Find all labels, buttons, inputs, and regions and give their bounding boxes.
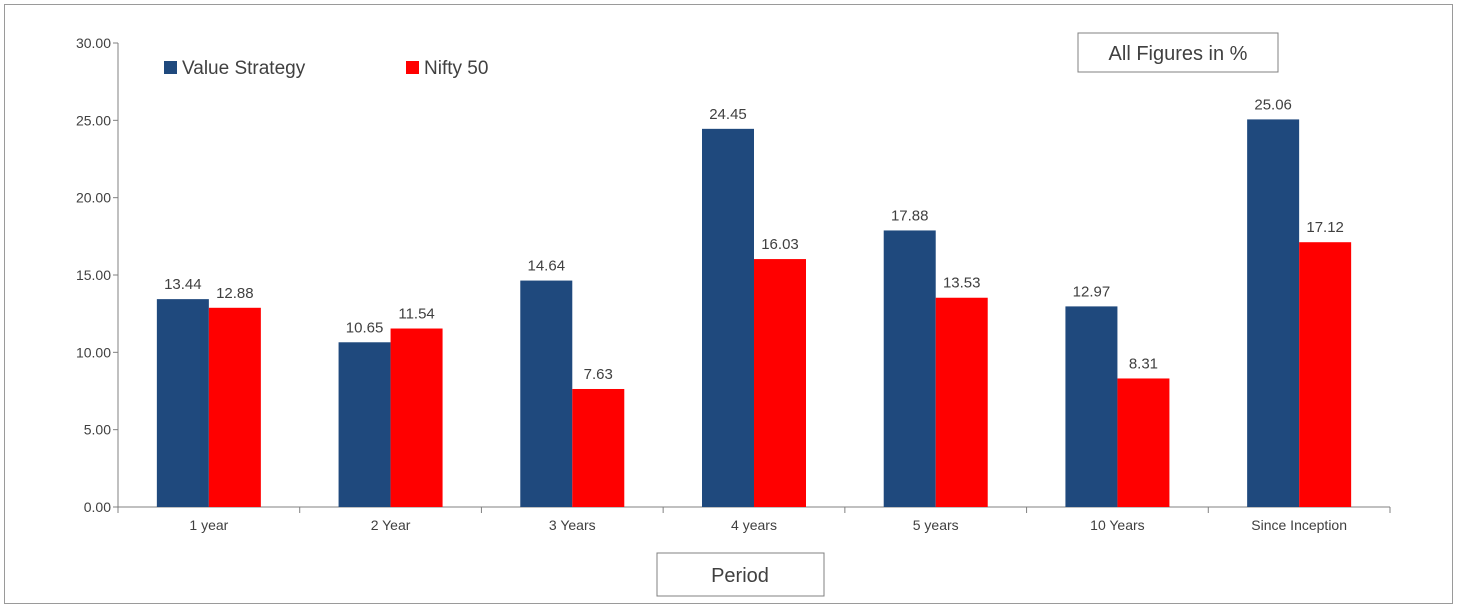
data-label-nifty-50: 12.88 — [216, 285, 254, 302]
x-tick-label: 3 Years — [549, 517, 596, 533]
y-tick-label: 0.00 — [84, 499, 111, 515]
y-tick-label: 25.00 — [76, 112, 111, 128]
bar-nifty-50 — [208, 307, 261, 507]
data-label-nifty-50: 16.03 — [761, 236, 799, 253]
annotation-border — [1077, 32, 1279, 73]
x-tick-label: Since Inception — [1251, 517, 1347, 533]
y-tick-label: 20.00 — [76, 190, 111, 206]
data-label-nifty-50: 17.12 — [1306, 219, 1344, 236]
annotation-text: All Figures in % — [1109, 43, 1248, 65]
x-tick-label: 2 Year — [371, 517, 411, 533]
data-label-value-strategy: 25.06 — [1254, 96, 1292, 113]
data-label-nifty-50: 8.31 — [1129, 355, 1158, 372]
x-tick-label: 4 years — [731, 517, 777, 533]
bar-nifty-50 — [935, 297, 988, 507]
data-label-nifty-50: 7.63 — [584, 366, 613, 383]
data-label-value-strategy: 10.65 — [346, 319, 384, 336]
data-label-value-strategy: 13.44 — [164, 276, 202, 293]
data-label-nifty-50: 11.54 — [398, 306, 434, 323]
legend-label-nifty-50: Nifty 50 — [424, 58, 488, 79]
bar-value-strategy — [520, 280, 573, 507]
x-tick-label: 1 year — [189, 517, 228, 533]
x-axis-title: Period — [711, 565, 769, 587]
data-label-value-strategy: 17.88 — [891, 207, 929, 224]
data-label-nifty-50: 13.53 — [943, 275, 981, 292]
data-labels-group: 13.44 12.88 10.65 11.54 14.64 7.63 24.45 16.03 1… — [164, 96, 1344, 383]
bar-value-strategy — [338, 342, 391, 507]
x-tick-label: 5 years — [913, 517, 959, 533]
bar-value-strategy — [883, 230, 936, 507]
bar-nifty-50 — [390, 328, 443, 507]
legend-label-value-strategy: Value Strategy — [182, 58, 306, 79]
x-tick-label: 10 Years — [1090, 517, 1145, 533]
x-axis: 1 year 2 Year 3 Years 4 years 5 years 10 Year… — [117, 506, 1391, 533]
bar-nifty-50 — [754, 259, 806, 507]
bar-nifty-50 — [1299, 242, 1352, 507]
legend-swatch-value-strategy — [164, 61, 177, 74]
y-axis: 0.00 5.00 10.00 15.00 20.00 25.00 30.00 — [76, 35, 119, 515]
bar-nifty-50 — [572, 388, 625, 507]
legend: Value Strategy Nifty 50 — [164, 58, 488, 79]
bar-value-strategy — [1247, 119, 1300, 507]
data-label-value-strategy: 12.97 — [1073, 283, 1111, 300]
x-axis-title-border — [656, 552, 825, 597]
bar-value-strategy — [1065, 306, 1118, 507]
data-label-value-strategy: 24.45 — [709, 106, 747, 123]
bar-nifty-50 — [1117, 378, 1170, 507]
bar-value-strategy — [156, 299, 209, 507]
bar-value-strategy — [702, 128, 754, 507]
bars-group — [156, 119, 1352, 507]
y-tick-label: 30.00 — [76, 35, 111, 51]
y-tick-label: 5.00 — [84, 422, 111, 438]
y-tick-label: 10.00 — [76, 344, 111, 360]
data-label-value-strategy: 14.64 — [528, 258, 566, 275]
legend-swatch-nifty-50 — [406, 61, 419, 74]
annotation-box: All Figures in % — [1077, 32, 1279, 73]
y-tick-label: 15.00 — [76, 267, 111, 283]
x-axis-title-box: Period — [656, 552, 825, 597]
